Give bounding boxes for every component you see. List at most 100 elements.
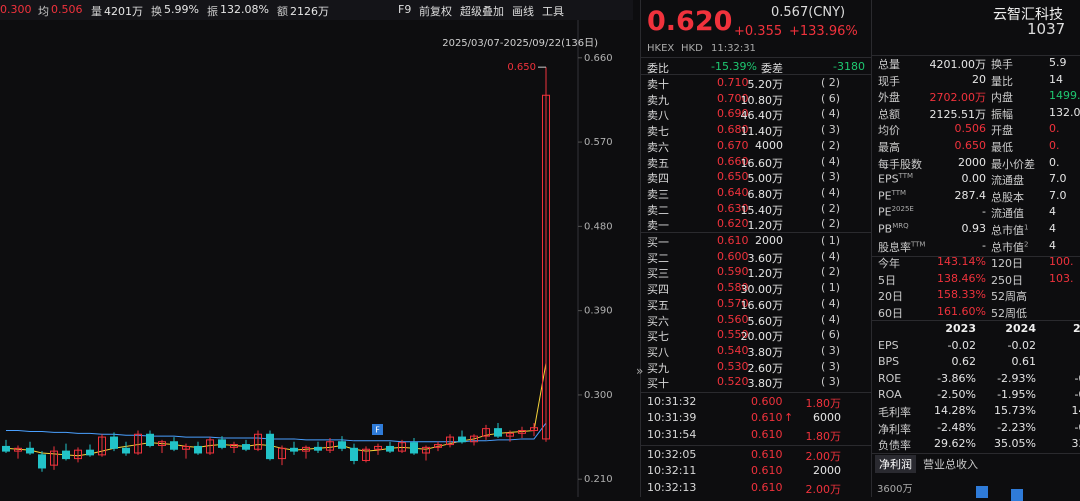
trade-volume: 6000: [813, 411, 841, 425]
fin-value: -2.48%: [937, 420, 976, 434]
fin-value: 14.28%: [934, 404, 976, 418]
fin-label: 负债率: [878, 438, 911, 452]
trade-arrow: ↑: [784, 411, 794, 425]
candle-body: [134, 433, 142, 454]
candle-body: [158, 441, 166, 446]
tool-button[interactable]: 超级叠加: [460, 5, 504, 18]
level-count: ( 3): [821, 123, 841, 137]
stat-label: 总市值2: [991, 239, 1029, 254]
stat-label: 每手股数: [878, 157, 922, 171]
last-price: 0.300: [0, 3, 32, 16]
fin-label: 毛利率: [878, 406, 911, 420]
level-price: 0.540: [717, 343, 749, 357]
stat-label: 60日: [878, 307, 903, 320]
collapse[interactable]: »: [636, 364, 644, 378]
candle-body: [350, 447, 358, 461]
level-count: ( 3): [821, 170, 841, 184]
stat-label: 量比: [991, 74, 1013, 88]
stat-value: 2000: [958, 155, 986, 169]
tab-active[interactable]: 净利润: [875, 455, 916, 473]
bar-key: 额: [277, 5, 288, 18]
stat-label: PBMRQ: [878, 222, 909, 236]
level-price: 0.620: [717, 217, 749, 231]
tool-button[interactable]: 工具: [542, 5, 564, 18]
topbar-bg: [0, 0, 633, 20]
candle-body: [86, 449, 94, 456]
superscript: TTM: [898, 172, 914, 181]
level-price: 0.590: [717, 265, 749, 279]
candle-body: [170, 441, 178, 450]
candle-body: [194, 445, 202, 454]
quote-panel: 0.620 0.567(CNY) +0.355 +133.96% HKEX HKD 11:3…: [640, 0, 872, 497]
level: 买三: [647, 267, 669, 281]
fin-label: 净利率: [878, 422, 911, 436]
level-price: 0.680: [717, 123, 749, 137]
candle-body: [74, 449, 82, 460]
superscript: 2025E: [891, 205, 914, 214]
fin-label: EPS: [878, 339, 899, 352]
level-price: 0.640: [717, 185, 749, 199]
currency: HKD: [681, 43, 703, 54]
separator: [641, 74, 871, 75]
candle-body: [494, 428, 502, 437]
level: 卖七: [647, 125, 669, 139]
y-tick-label: 0.210: [584, 474, 613, 485]
mini-bar: [976, 486, 988, 498]
level-count: ( 6): [821, 328, 841, 342]
level: 买十: [647, 377, 669, 391]
fin-value: -0.02: [947, 339, 976, 352]
level: 买九: [647, 361, 669, 375]
trade-time: 10:31:39: [647, 411, 697, 425]
separator: [641, 232, 871, 233]
separator: [641, 445, 871, 446]
level-volume: 4000: [755, 138, 783, 152]
superscript: TTM: [911, 239, 926, 248]
level-volume: 3.60万: [747, 251, 784, 265]
stat-label: 52周高: [991, 290, 1027, 304]
candle-body: [458, 436, 466, 443]
stat-value: 4: [1049, 205, 1056, 219]
candle-body: [2, 445, 10, 452]
level: 买七: [647, 330, 669, 344]
tool-button[interactable]: 前复权: [419, 5, 452, 18]
separator: [871, 320, 1080, 321]
diff: -3180: [833, 60, 865, 73]
ref-price: 0.567(CNY): [771, 5, 846, 20]
fin-value: 0.: [871, 355, 1080, 368]
trade-time: 10:31:54: [647, 427, 697, 441]
stat-value: 7.0: [1049, 172, 1067, 186]
fin-value: -2.23%: [997, 420, 1036, 434]
level-volume: 5.60万: [747, 314, 784, 328]
level: 卖三: [647, 187, 669, 201]
tool-button[interactable]: F9: [398, 3, 412, 16]
candle-body: [110, 436, 118, 449]
level-volume: 3.80万: [747, 345, 784, 359]
fin-value: -1.95%: [997, 387, 1036, 401]
candle-body: [506, 432, 514, 437]
level-count: ( 4): [821, 185, 841, 199]
tool-button[interactable]: 画线: [512, 5, 534, 18]
candle-body: [50, 450, 58, 466]
stat-value: 0.650: [954, 139, 987, 152]
level: 卖六: [647, 140, 669, 154]
stat-value: 0.506: [954, 122, 987, 136]
candle-body: [230, 444, 238, 448]
level: 买一: [647, 236, 669, 249]
level-price: 0.530: [717, 359, 749, 373]
level-volume: 16.60万: [740, 298, 784, 312]
moving-average: [6, 422, 547, 443]
fin-value: -0.5: [1074, 371, 1080, 385]
level-price: 0.700: [717, 91, 749, 105]
fin-value: 0.62: [951, 355, 977, 369]
candle-body: [290, 447, 298, 452]
bar-value: 0.506: [51, 3, 83, 16]
trade-price: 0.600: [751, 395, 783, 408]
candle-body: [338, 441, 346, 449]
candle-body: [326, 441, 334, 451]
tab[interactable]: 营业总收入: [923, 458, 978, 471]
separator: [871, 55, 1080, 56]
y-tick-label: 0.660: [584, 53, 613, 64]
level-volume: 16.60万: [740, 156, 784, 170]
y-tick-label: 0.300: [584, 390, 613, 401]
candle-body: [38, 454, 46, 469]
